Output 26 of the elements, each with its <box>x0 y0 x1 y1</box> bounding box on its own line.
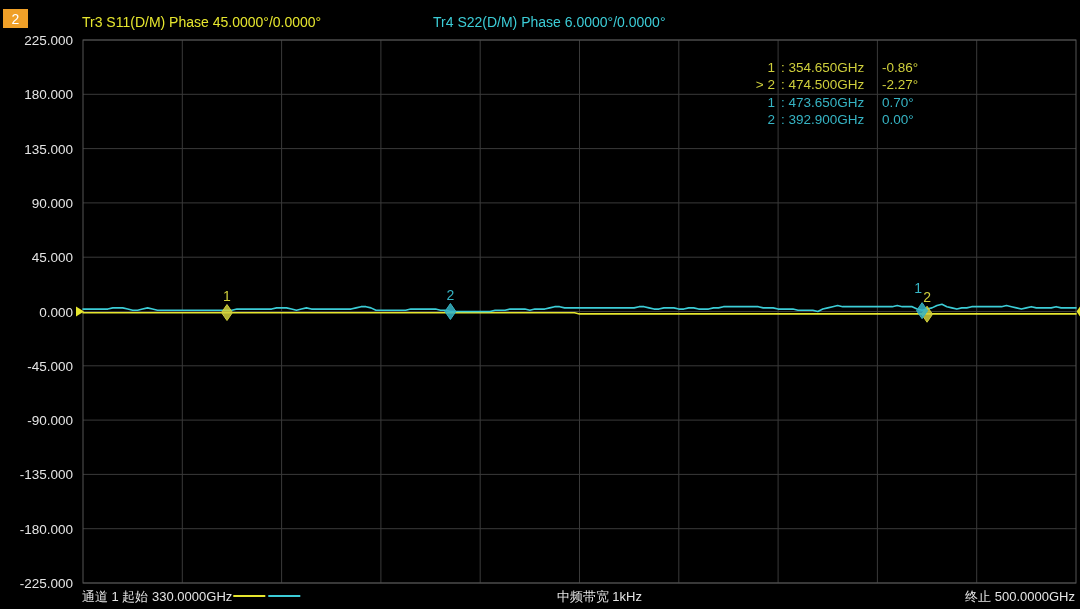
y-tick-label: -180.000 <box>19 521 73 537</box>
series-label: 2 <box>446 286 455 303</box>
text: 中频带宽 1kHz <box>556 589 642 604</box>
y-tick-label: 45.000 <box>31 250 73 266</box>
text: : 392.900GHz 0.00° <box>781 112 914 128</box>
y-tick-label: -225.000 <box>19 576 73 591</box>
series-label: 1 <box>223 287 232 304</box>
y-tick-label: 90.000 <box>31 195 73 211</box>
text: 终止 500.0000GHz <box>965 589 1075 604</box>
y-tick-label: 135.000 <box>24 141 73 157</box>
y-tick-label: -45.000 <box>27 358 73 374</box>
text: 通道 1 起始 330.0000GHz <box>82 589 233 604</box>
series-label: 2 <box>923 289 932 306</box>
series-label: 1 <box>914 280 923 297</box>
y-tick-label: 0.000 <box>39 304 73 320</box>
text: Tr3 S11(D/M) Phase 45.0000°/0.0000° <box>82 14 322 30</box>
y-tick-label: -135.000 <box>19 467 73 483</box>
text: Tr4 S22(D/M) Phase 6.0000°/0.0000° <box>433 14 666 30</box>
y-tick-label: 225.000 <box>24 33 73 48</box>
text: > 2 : 474.500GHz -2.27° <box>755 77 919 93</box>
chart-title: 2 <box>11 11 20 27</box>
y-tick-label: 180.000 <box>24 87 73 103</box>
text: 1 : 473.650GHz 0.70° <box>767 94 914 110</box>
text: 1 : 354.650GHz -0.86° <box>767 60 919 75</box>
y-tick-label: -90.000 <box>27 413 73 429</box>
text: 2 <box>767 112 775 128</box>
